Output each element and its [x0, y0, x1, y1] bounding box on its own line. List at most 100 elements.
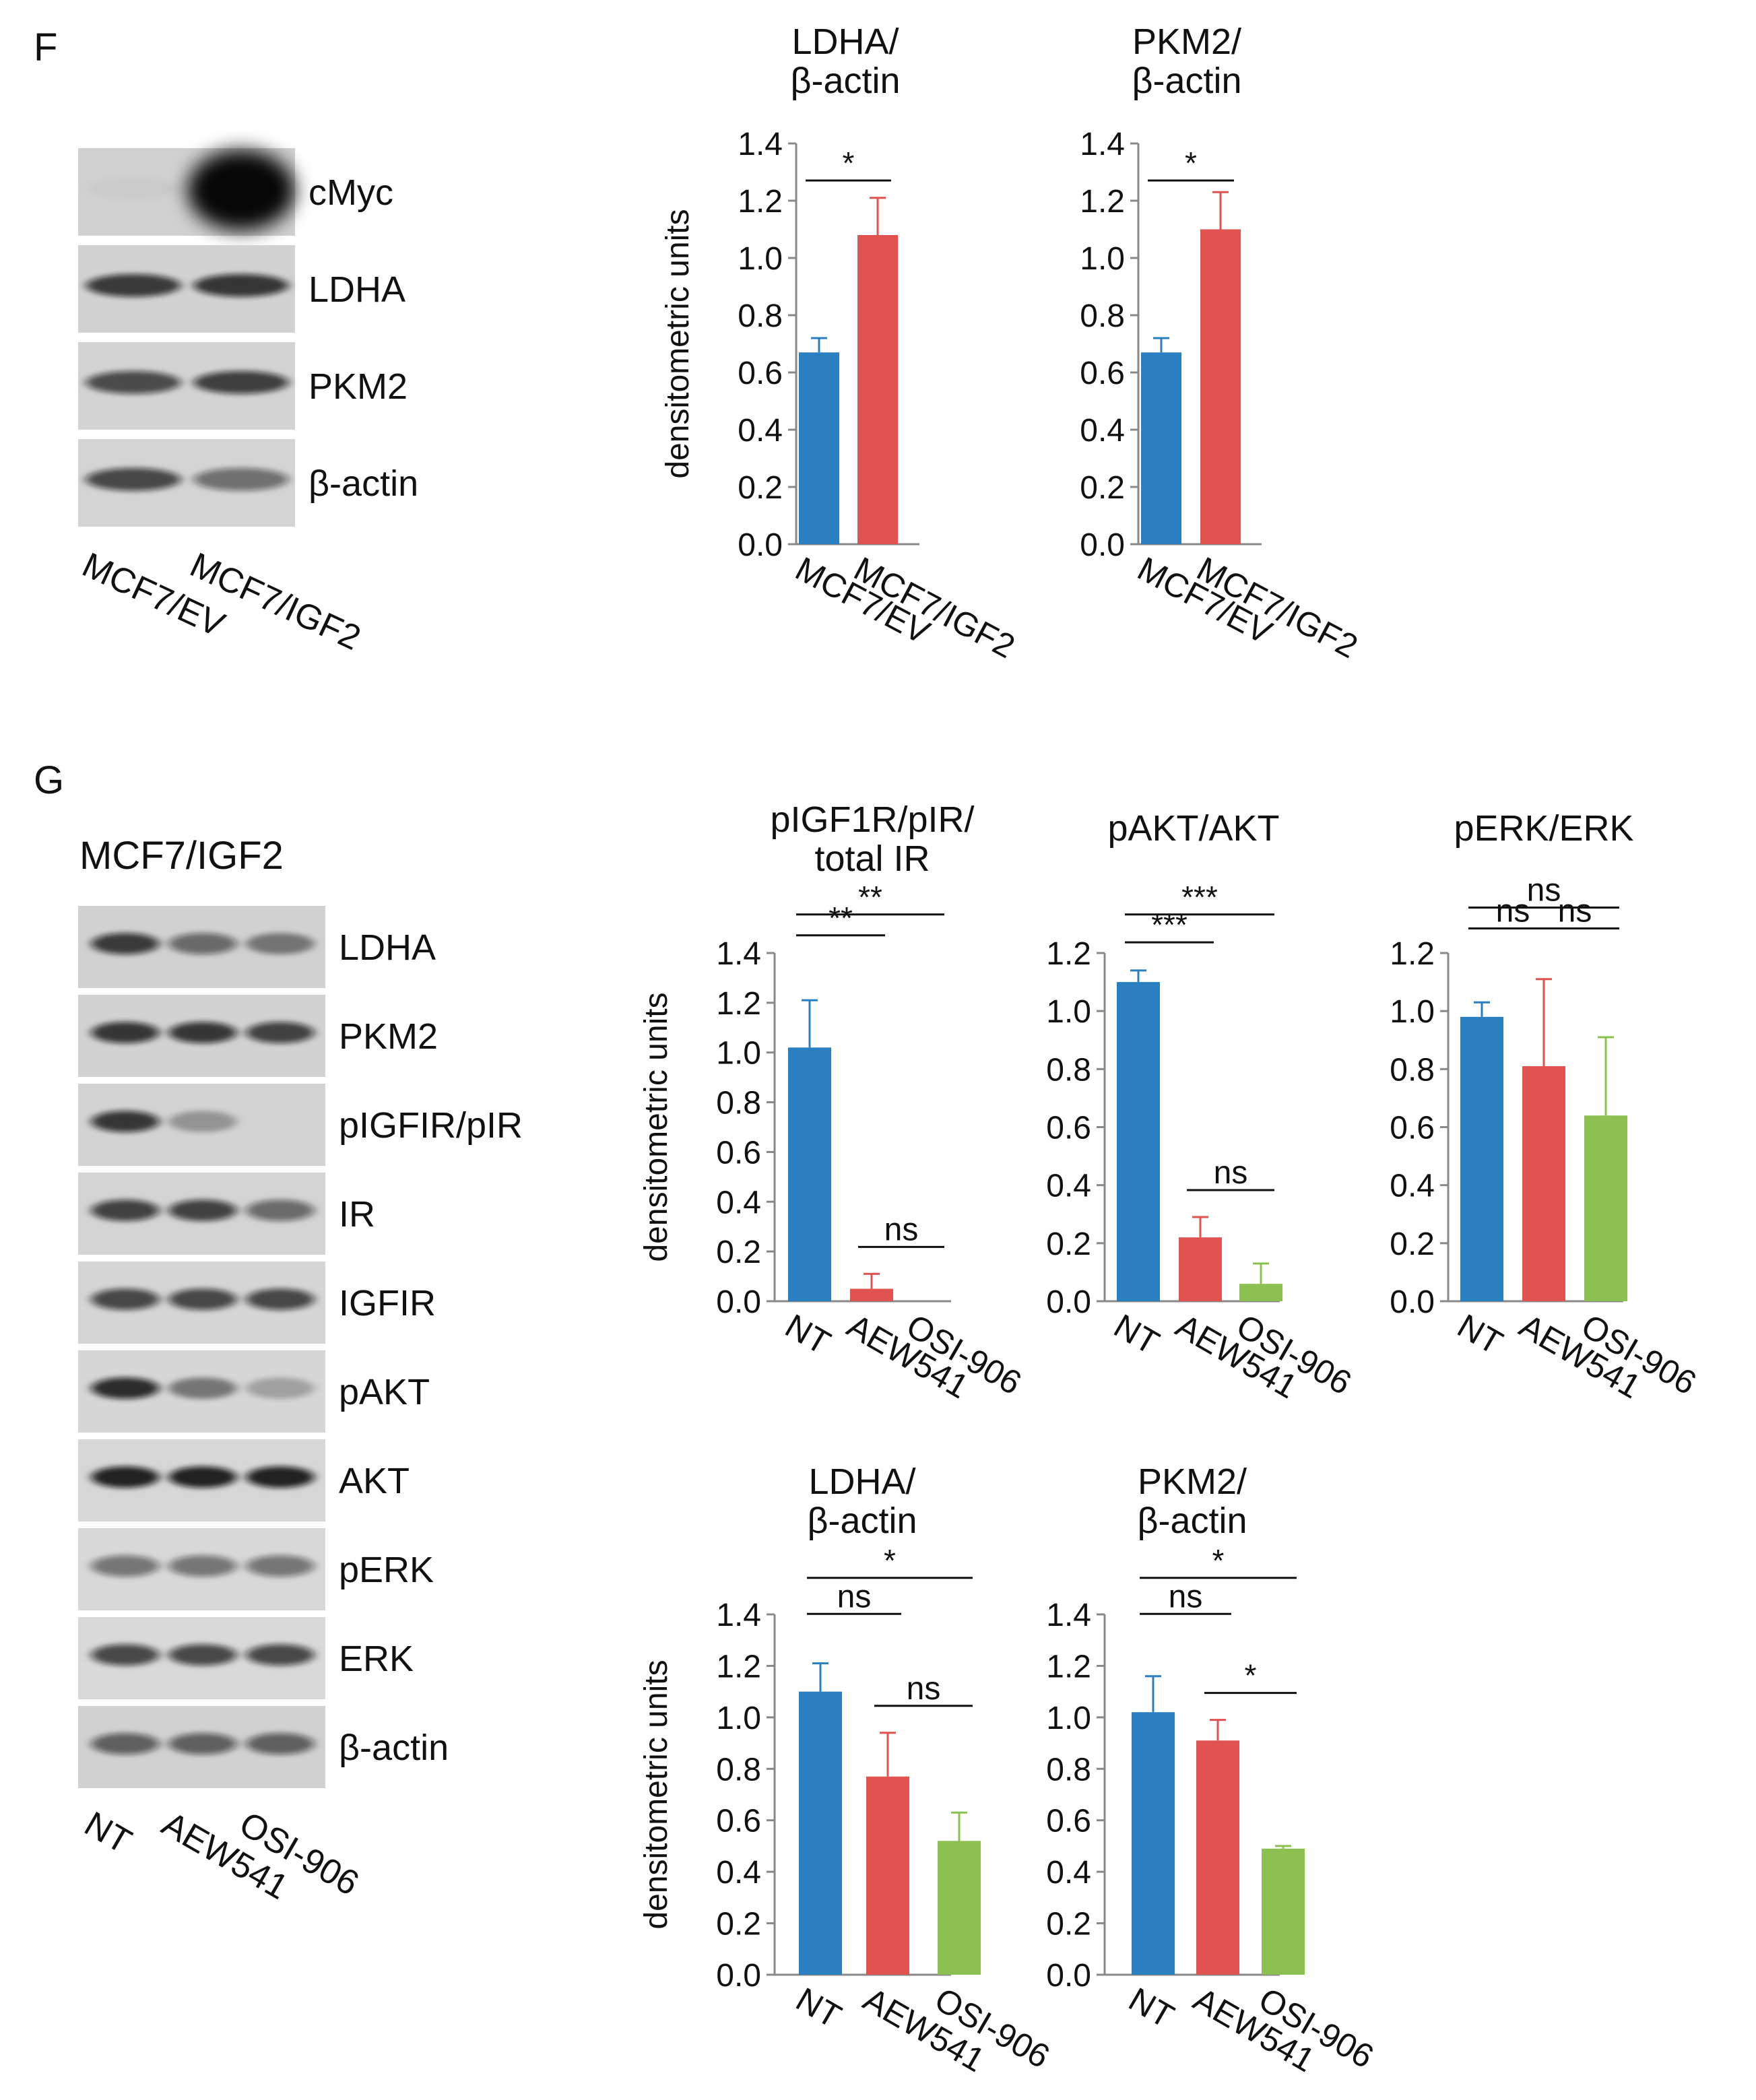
blot-band [168, 1733, 237, 1754]
y-tick-label: 0.8 [716, 1752, 761, 1787]
x-category-label: NT [790, 1980, 848, 2035]
bar-mcf7-ev [1141, 352, 1181, 544]
chart-title: β-actin [790, 61, 900, 101]
blot-band [246, 1733, 315, 1754]
y-tick-label: 0.2 [716, 1235, 761, 1270]
bar-nt [1132, 1712, 1175, 1975]
bar-mcf7-igf2 [857, 235, 898, 544]
blot-row-ldha: LDHA [78, 906, 436, 988]
blot-row-cmyc: cMyc [78, 148, 393, 236]
y-tick-label: 1.0 [716, 1701, 761, 1736]
y-axis-label: densitometric units [639, 992, 674, 1261]
chart-1: LDHA/β-actin densitometric units 0.0 0.2 0.4… [660, 22, 1021, 665]
chart-title: β-actin [1137, 1501, 1247, 1541]
y-tick-label: 1.0 [738, 241, 783, 277]
y-tick-label: 0.0 [716, 1284, 761, 1320]
significance-label: * [884, 1543, 896, 1578]
blot-band [187, 150, 295, 231]
bar-aew541 [1522, 1066, 1565, 1301]
blot-band [246, 933, 315, 954]
blot-row-label: IR [339, 1194, 375, 1235]
blot-row-label: IGFIR [339, 1283, 436, 1323]
blot-row-pakt: pAKT [78, 1350, 430, 1433]
y-tick-label: 1.2 [1080, 184, 1125, 220]
y-tick-label: 0.6 [1046, 1804, 1091, 1839]
blot-band [193, 467, 289, 491]
significance-label: ** [828, 900, 853, 936]
blot-row-label: pAKT [339, 1372, 430, 1412]
y-tick-label: 1.0 [1046, 994, 1091, 1030]
chart-title: LDHA/ [808, 1462, 915, 1502]
chart-2: PKM2/β-actin0.00.20.40.60.81.01.21.4MCF7… [1080, 22, 1364, 665]
blot-g-title: MCF7/IGF2 [79, 834, 284, 878]
blot-row-label: ERK [339, 1639, 414, 1679]
blot-row-label: LDHA [339, 927, 436, 968]
y-tick-label: 0.2 [1046, 1907, 1091, 1942]
blot-band [246, 1644, 315, 1666]
y-tick-label: 0.0 [1080, 527, 1125, 563]
blot-row-actin: β-actin [78, 439, 418, 527]
blot-band [91, 933, 160, 954]
significance-label: ns [907, 1671, 941, 1707]
y-tick-label: 0.0 [716, 1958, 761, 1994]
significance-label: * [1245, 1658, 1257, 1693]
y-tick-label: 1.0 [1390, 994, 1435, 1030]
blot-band [86, 370, 181, 394]
bar-aew541 [866, 1776, 909, 1975]
significance-label: *** [1151, 907, 1188, 942]
y-tick-label: 1.0 [716, 1036, 761, 1072]
blot-band [246, 1377, 315, 1399]
blot-band [168, 1644, 237, 1666]
blot-band [246, 1555, 315, 1577]
y-tick-label: 1.2 [738, 184, 783, 220]
western-blot-g: LDHA PKM2 pIGFIR/pIR IR IGFIR pAKT AKT pERK ERK β… [78, 906, 523, 1907]
x-category-label: NT [1452, 1307, 1509, 1362]
bar-osi-906 [1262, 1848, 1305, 1975]
bar-osi-906 [1239, 1284, 1282, 1301]
chart-title: β-actin [807, 1501, 917, 1541]
y-tick-label: 0.2 [1046, 1226, 1091, 1262]
blot-row-igfir: IGFIR [78, 1261, 436, 1344]
blot-band [86, 177, 181, 200]
significance-label: ** [858, 880, 882, 915]
y-tick-label: 1.2 [1390, 936, 1435, 972]
blot-row-label: PKM2 [308, 366, 408, 407]
bar-charts: LDHA/β-actin densitometric units 0.0 0.2 0.4… [639, 22, 1703, 2079]
blot-band [193, 273, 289, 297]
significance-label: * [1185, 145, 1197, 181]
chart-title: pERK/ERK [1454, 808, 1633, 849]
y-tick-label: 1.4 [716, 1598, 761, 1633]
y-tick-label: 0.0 [738, 527, 783, 563]
y-tick-label: 0.0 [1046, 1958, 1091, 1994]
y-tick-label: 0.4 [716, 1855, 761, 1891]
blot-band [246, 1288, 315, 1310]
bar-osi-906 [938, 1841, 981, 1975]
y-tick-label: 0.0 [1046, 1284, 1091, 1320]
y-tick-label: 0.4 [1080, 413, 1125, 449]
blot-band [168, 1555, 237, 1577]
y-tick-label: 0.6 [738, 356, 783, 391]
y-tick-label: 0.2 [716, 1907, 761, 1942]
y-tick-label: 0.6 [1080, 356, 1125, 391]
bar-nt [788, 1047, 831, 1301]
y-tick-label: 0.8 [1390, 1052, 1435, 1088]
blot-band [168, 1022, 237, 1043]
blot-band [91, 1111, 160, 1132]
significance-label: ns [1527, 872, 1561, 908]
blot-band [91, 1377, 160, 1399]
y-tick-label: 1.4 [1046, 1598, 1091, 1633]
chart-3: pIGF1R/pIR/total IR densitometric units 0.… [639, 799, 1028, 1406]
y-tick-label: 0.4 [716, 1185, 761, 1220]
blot-row-label: PKM2 [339, 1016, 438, 1057]
blot-row-label: pIGFIR/pIR [339, 1105, 523, 1146]
blot-row-ir: IR [78, 1173, 375, 1255]
significance-label: ns [1496, 893, 1530, 929]
significance-label: ns [837, 1579, 872, 1614]
chart-title: PKM2/ [1132, 22, 1241, 62]
bar-osi-906 [1584, 1115, 1627, 1301]
y-tick-label: 1.0 [1046, 1701, 1091, 1736]
y-tick-label: 1.4 [716, 936, 761, 972]
blot-row-label: β-actin [308, 463, 418, 504]
